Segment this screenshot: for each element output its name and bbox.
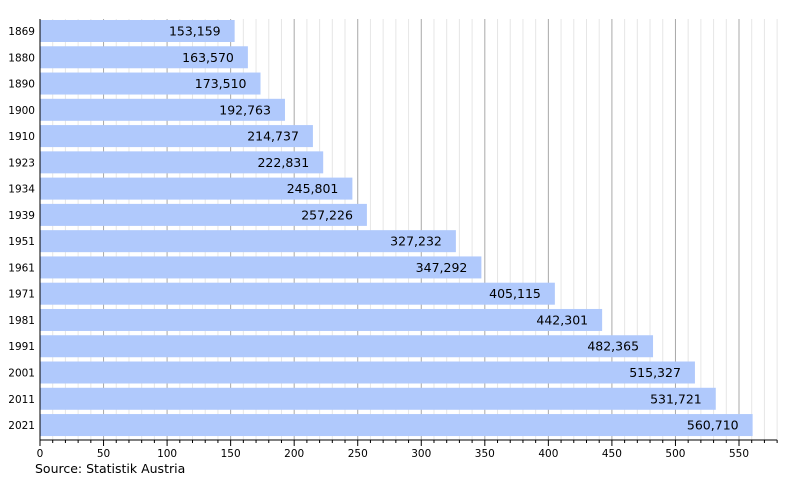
bar-1869 <box>40 20 235 42</box>
x-tick-label-50: 50 <box>97 448 110 460</box>
x-tick-label-350: 350 <box>475 448 495 460</box>
category-label-2001: 2001 <box>8 368 35 380</box>
category-label-1900: 1900 <box>8 105 35 117</box>
category-label-1971: 1971 <box>8 289 35 301</box>
value-label-1971: 405,115 <box>489 286 541 301</box>
category-label-1869: 1869 <box>8 26 35 38</box>
category-label-1923: 1923 <box>8 157 35 169</box>
x-tick-label-200: 200 <box>284 448 304 460</box>
value-label-1890: 173,510 <box>195 76 247 91</box>
bar-1981 <box>40 308 603 331</box>
value-label-1880: 163,570 <box>182 50 234 65</box>
bar-1951 <box>40 230 456 253</box>
category-label-1890: 1890 <box>8 79 35 91</box>
bar-2001 <box>40 361 695 384</box>
bar-1890 <box>40 72 261 95</box>
bar-1991 <box>40 335 654 358</box>
category-label-2011: 2011 <box>8 394 35 406</box>
x-tick-label-450: 450 <box>602 448 622 460</box>
value-label-2021: 560,710 <box>687 418 739 433</box>
category-label-1961: 1961 <box>8 262 35 274</box>
value-label-2001: 515,327 <box>629 365 681 380</box>
x-tick-label-400: 400 <box>538 448 558 460</box>
category-label-2021: 2021 <box>8 420 35 432</box>
x-tick-label-150: 150 <box>221 448 241 460</box>
category-label-1991: 1991 <box>8 341 35 353</box>
category-label-1939: 1939 <box>8 210 35 222</box>
category-label-1880: 1880 <box>8 52 35 64</box>
bar-1923 <box>40 151 324 174</box>
value-label-1869: 153,159 <box>169 24 221 39</box>
value-label-1961: 347,292 <box>416 260 468 275</box>
bar-1910 <box>40 125 313 148</box>
bar-1934 <box>40 177 353 200</box>
x-tick-label-300: 300 <box>411 448 431 460</box>
category-label-1951: 1951 <box>8 236 35 248</box>
value-label-1910: 214,737 <box>247 129 299 144</box>
value-label-1939: 257,226 <box>301 207 353 222</box>
value-label-1981: 442,301 <box>536 312 588 327</box>
category-label-1934: 1934 <box>8 184 35 196</box>
bar-1961 <box>40 256 482 279</box>
value-label-1934: 245,801 <box>287 181 339 196</box>
x-tick-label-550: 550 <box>729 448 749 460</box>
value-label-2011: 531,721 <box>650 391 702 406</box>
x-tick-label-500: 500 <box>665 448 685 460</box>
x-tick-label-100: 100 <box>157 448 177 460</box>
value-label-1900: 192,763 <box>219 102 271 117</box>
bar-1971 <box>40 282 555 305</box>
x-tick-label-250: 250 <box>348 448 368 460</box>
source-note: Source: Statistik Austria <box>35 461 186 476</box>
bar-2011 <box>40 387 716 410</box>
bar-1900 <box>40 98 285 121</box>
bar-1880 <box>40 46 248 69</box>
x-tick-label-0: 0 <box>37 448 44 460</box>
bar-1939 <box>40 203 367 226</box>
value-label-1991: 482,365 <box>587 339 639 354</box>
value-label-1951: 327,232 <box>390 234 442 249</box>
category-label-1910: 1910 <box>8 131 35 143</box>
value-label-1923: 222,831 <box>257 155 309 170</box>
category-label-1981: 1981 <box>8 315 35 327</box>
bar-2021 <box>40 414 753 437</box>
